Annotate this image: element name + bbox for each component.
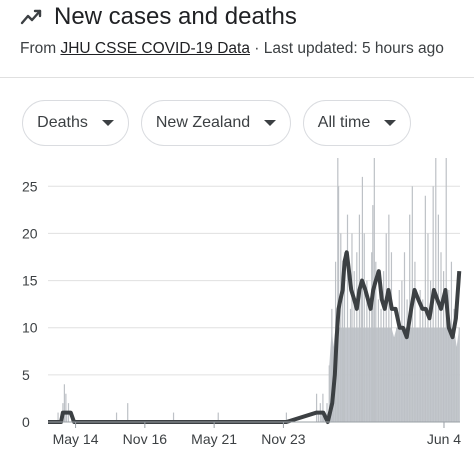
caret-down-icon — [264, 120, 277, 126]
deaths-chart: 0 5 10 15 20 25 May 14 Nov 16 May 21 Nov 23 Jun 4 — [22, 158, 462, 447]
metric-dropdown[interactable]: Deaths — [22, 100, 129, 146]
y-tick-label: 20 — [22, 225, 38, 241]
y-tick-label: 15 — [22, 273, 38, 289]
y-tick-label: 25 — [22, 178, 38, 194]
y-tick-label: 5 — [22, 367, 30, 383]
x-tick-label: Nov 16 — [123, 431, 168, 447]
x-tick-label: Jun 4 — [427, 431, 461, 447]
metric-dropdown-label: Deaths — [37, 114, 88, 131]
caret-down-icon — [384, 120, 397, 126]
title-row: New cases and deaths — [20, 2, 297, 32]
range-dropdown-label: All time — [317, 114, 371, 131]
trending-line-icon — [20, 9, 42, 25]
range-dropdown[interactable]: All time — [303, 100, 411, 146]
average-line — [48, 250, 462, 424]
header-divider — [0, 77, 474, 78]
y-tick-label: 0 — [22, 414, 30, 430]
last-updated: · Last updated: 5 hours ago — [249, 40, 444, 57]
x-tick-label: May 21 — [191, 431, 237, 447]
x-tick-label: May 14 — [53, 431, 99, 447]
x-tick-label: Nov 23 — [261, 431, 306, 447]
location-dropdown[interactable]: New Zealand — [141, 100, 291, 146]
page-title: New cases and deaths — [54, 3, 297, 30]
source-link[interactable]: JHU CSSE COVID-19 Data — [60, 40, 250, 57]
location-dropdown-label: New Zealand — [155, 114, 251, 131]
source-prefix: From — [20, 40, 61, 57]
y-tick-label: 10 — [22, 320, 38, 336]
source-line: From JHU CSSE COVID-19 Data · Last updat… — [20, 40, 470, 58]
caret-down-icon — [101, 120, 114, 126]
